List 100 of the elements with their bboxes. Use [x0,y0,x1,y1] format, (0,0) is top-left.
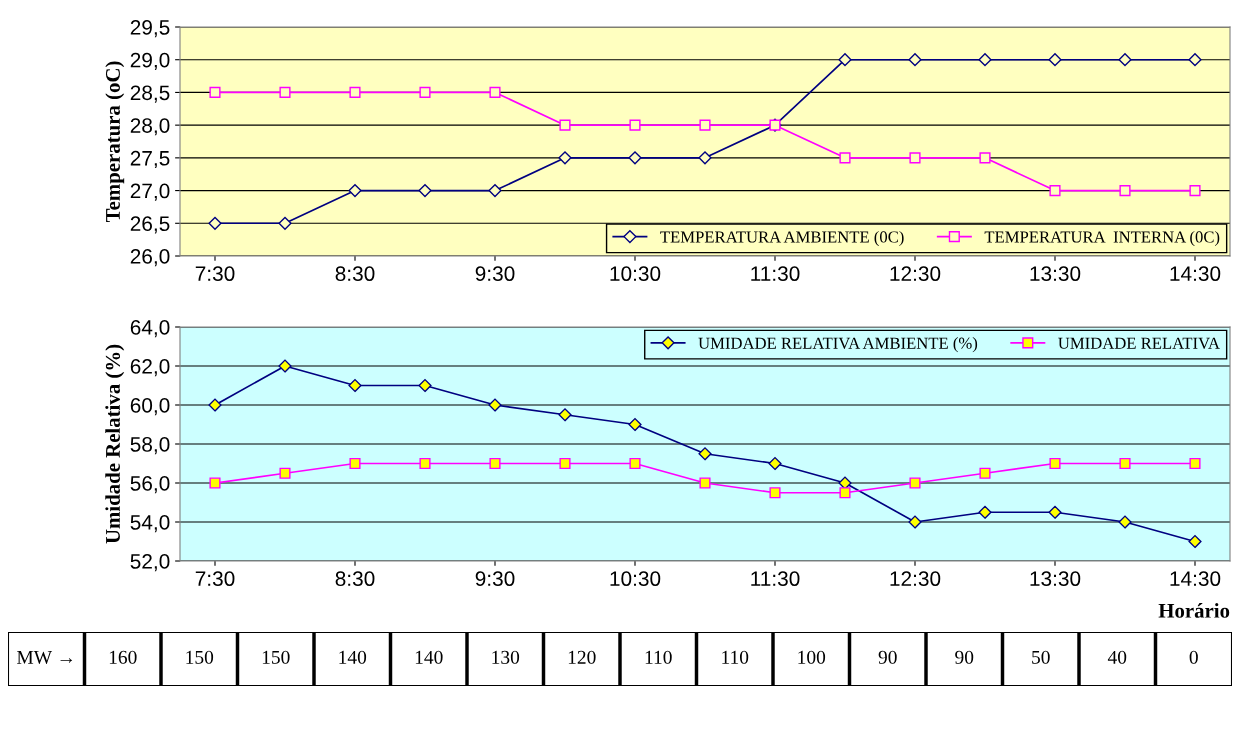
point [699,119,711,131]
x-tick-label: 14:30 [1170,571,1221,587]
text: MW → [17,650,73,664]
y-tick-label: 62,0 [130,359,170,377]
point [978,53,992,67]
point [488,398,502,412]
point [1189,185,1201,197]
point [349,86,361,98]
point [908,53,922,67]
point [348,183,362,198]
data-label: 50 [1032,650,1050,664]
x-tick-label: 7:30 [195,266,235,282]
point [279,467,291,479]
point [838,53,852,67]
point [1188,53,1202,67]
point [419,457,431,470]
point [208,398,222,412]
point [1188,534,1202,549]
x-tick-label: 11:30 [751,571,800,587]
data-label: 120 [568,650,596,664]
y-tick-label: 56,0 [130,476,170,494]
point [839,152,851,164]
point [699,477,711,489]
y-tick-label: 64,0 [130,320,170,338]
data-label: 110 [722,650,749,664]
x-tick-label: 13:30 [1030,571,1081,587]
point [279,86,291,98]
x-tick-label: 9:30 [475,266,515,282]
x-tick-label: 11:30 [751,266,800,282]
y-tick-label: 26,5 [130,216,170,234]
point [489,457,501,470]
y-tick-label: 60,0 [130,398,170,416]
y-tick-label: 28,0 [130,118,170,136]
point [979,467,991,479]
point [348,378,362,393]
point [278,216,292,230]
data-label: 90 [878,650,897,664]
y-axis-title: Temperatura (oC) [105,61,125,223]
y-tick-label: 54,0 [130,515,170,533]
point [979,152,991,164]
point [768,456,782,471]
data-label: 90 [955,650,974,664]
legend-label: TEMPERATURA INTERNA (0C) [984,230,1220,246]
x-tick-label: 8:30 [335,266,375,282]
y-axis-title: Umidade Relativa (%) [105,344,125,544]
data-label: 0 [1189,650,1198,664]
data-label: 130 [492,650,520,664]
y-tick-label: 27,0 [130,183,170,201]
point [488,183,502,198]
point [1118,53,1132,67]
point [769,487,781,499]
legend-label: TEMPERATURA AMBIENTE (0C) [660,230,904,246]
x-tick-label: 10:30 [610,571,661,587]
data-label: 100 [798,650,826,664]
point [628,417,642,432]
point [629,119,641,131]
data-label: 150 [262,650,290,664]
point [209,86,221,98]
point [559,119,571,131]
y-tick-label: 28,5 [130,85,170,103]
point [559,457,571,470]
y-tick-label: 29,5 [130,20,170,38]
x-tick-label: 9:30 [475,571,515,587]
point [1049,457,1061,470]
x-tick-label: 7:30 [195,571,235,587]
point [489,86,501,98]
point [909,152,921,164]
point [909,477,921,489]
point [418,378,432,393]
point [839,487,851,499]
x-tick-label: 14:30 [1170,266,1221,282]
point [558,408,572,422]
data-label: 150 [186,650,214,664]
data-label: 140 [339,650,367,664]
point [1119,457,1131,470]
point [1048,505,1062,519]
x-tick-label: 12:30 [890,571,941,587]
point [209,477,221,489]
x-tick-label: 13:30 [1030,266,1081,282]
point [208,216,222,230]
point [629,457,641,470]
point [418,183,432,198]
y-tick-label: 29,0 [130,52,170,70]
x-tick-label: 8:30 [335,571,375,587]
x-tick-label: 10:30 [610,266,661,282]
point [349,457,361,470]
y-tick-label: 27,5 [130,150,170,169]
y-tick-label: 26,0 [130,249,170,267]
legend-label: UMIDADE RELATIVA [1058,337,1220,349]
point [1049,185,1061,197]
data-label: 110 [645,650,672,664]
point [698,447,712,461]
point [1189,457,1201,470]
data-label: 140 [415,650,443,664]
point [908,515,922,529]
y-tick-label: 52,0 [130,554,170,572]
point [278,359,292,373]
x-axis-title: Horário [1158,603,1230,618]
point [558,151,572,165]
point [1119,185,1131,197]
